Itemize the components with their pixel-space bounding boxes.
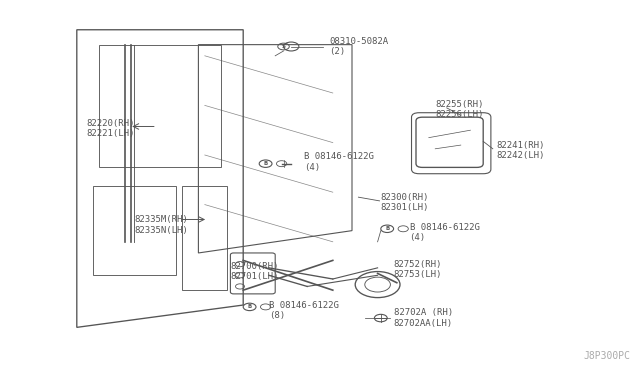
Text: 82300(RH)
82301(LH): 82300(RH) 82301(LH) (381, 193, 429, 212)
Text: J8P300PC: J8P300PC (584, 351, 630, 361)
Text: 82335M(RH)
82335N(LH): 82335M(RH) 82335N(LH) (134, 215, 188, 235)
Text: 82220(RH)
82221(LH): 82220(RH) 82221(LH) (86, 119, 135, 138)
Text: B: B (264, 161, 268, 166)
Text: 08310-5082A
(2): 08310-5082A (2) (330, 37, 388, 56)
Text: B: B (385, 226, 389, 231)
Text: B 08146-6122G
(8): B 08146-6122G (8) (269, 301, 339, 320)
Text: B: B (248, 304, 252, 310)
Text: S: S (282, 44, 285, 49)
Text: 82700(RH)
82701(LH): 82700(RH) 82701(LH) (230, 262, 279, 281)
Text: 82241(RH)
82242(LH): 82241(RH) 82242(LH) (496, 141, 545, 160)
Text: B 08146-6122G
(4): B 08146-6122G (4) (304, 152, 374, 171)
Text: 82255(RH)
82256(LH): 82255(RH) 82256(LH) (435, 100, 484, 119)
Text: 82702A (RH)
82702AA(LH): 82702A (RH) 82702AA(LH) (394, 308, 452, 328)
Text: B 08146-6122G
(4): B 08146-6122G (4) (410, 223, 479, 242)
Text: 82752(RH)
82753(LH): 82752(RH) 82753(LH) (394, 260, 442, 279)
